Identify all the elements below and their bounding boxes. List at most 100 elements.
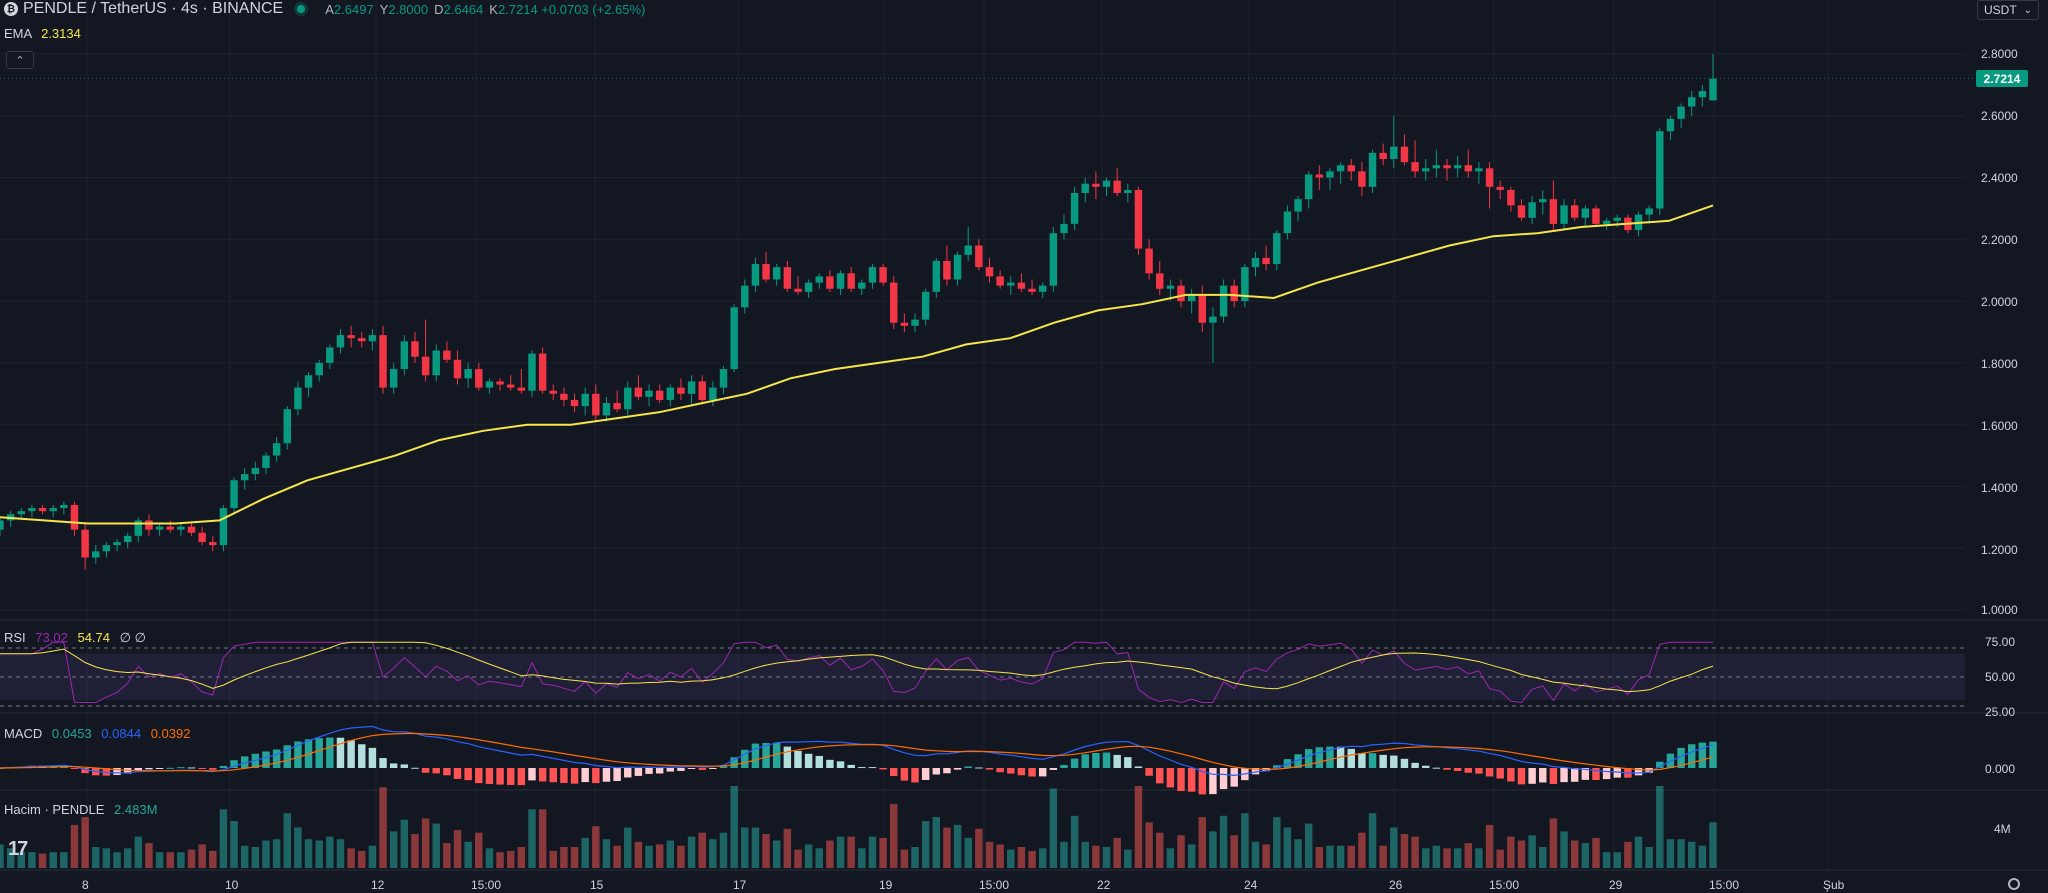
collapse-legend-button[interactable]: ⌃	[6, 51, 34, 69]
volume-bar	[581, 837, 589, 868]
price-axis-label: 1.4000	[1981, 481, 2018, 495]
currency-selector[interactable]: USDT ⌄	[1977, 0, 2039, 20]
macd-histogram-bar	[783, 746, 792, 768]
candle-body	[1581, 208, 1590, 218]
volume-bar	[985, 841, 994, 868]
macd-histogram-bar	[368, 747, 377, 768]
candle-body	[1432, 165, 1441, 169]
volume-bar	[485, 848, 494, 868]
macd-histogram-bar	[1102, 752, 1111, 768]
macd-histogram-bar	[709, 768, 717, 769]
macd-histogram-bar	[262, 751, 270, 768]
macd-legend[interactable]: MACD 0.0453 0.0844 0.0392	[4, 726, 190, 741]
candle-body	[60, 504, 68, 509]
macd-histogram-bar	[1177, 768, 1185, 792]
candle-body	[315, 362, 323, 376]
candle-body	[762, 264, 770, 280]
candle-body	[1060, 223, 1068, 234]
macd-histogram-value: 0.0453	[51, 726, 92, 741]
candle-body	[368, 335, 377, 342]
volume-bar	[634, 841, 643, 868]
macd-histogram-bar	[145, 768, 153, 770]
price-axis-label: 2.4000	[1981, 171, 2018, 185]
volume-axis-label: 4M	[1994, 822, 2011, 836]
macd-histogram-bar	[453, 768, 462, 779]
volume-bar	[1528, 835, 1536, 868]
volume-bar	[858, 848, 866, 868]
macd-histogram-bar	[400, 764, 409, 768]
volume-bar	[1102, 847, 1111, 868]
volume-bar	[464, 841, 472, 868]
volume-bar	[145, 843, 153, 868]
volume-bar	[1028, 850, 1036, 868]
candle-body	[879, 267, 887, 283]
macd-axis-label: 0.000	[1985, 762, 2016, 776]
macd-histogram-bar	[209, 768, 217, 770]
volume-bar	[953, 824, 962, 868]
macd-histogram-bar	[698, 768, 706, 770]
settings-icon[interactable]	[2008, 878, 2020, 890]
volume-bar	[400, 819, 409, 868]
macd-histogram-bar	[113, 768, 121, 776]
candle-body	[1411, 162, 1419, 172]
tradingview-logo[interactable]: 17	[8, 838, 28, 860]
candle-body	[826, 276, 834, 289]
candle-body	[379, 335, 387, 388]
volume-bar	[677, 845, 685, 868]
macd-histogram-bar	[655, 768, 664, 774]
macd-histogram-bar	[624, 768, 632, 778]
macd-histogram-bar	[1379, 754, 1387, 768]
candle-body	[1613, 217, 1621, 221]
candle-body	[1496, 186, 1504, 190]
macd-histogram-bar	[911, 768, 919, 783]
candle-body	[549, 390, 557, 394]
rsi-label: RSI	[4, 630, 26, 645]
macd-histogram-bar	[1528, 768, 1536, 784]
ema-legend[interactable]: EMA 2.3134	[4, 26, 81, 41]
volume-bar	[719, 832, 728, 868]
macd-histogram-bar	[581, 768, 589, 783]
candle-body	[1443, 165, 1451, 169]
macd-histogram-bar	[985, 768, 994, 770]
candle-body	[155, 526, 164, 530]
candle-body	[953, 254, 962, 280]
coin-icon: ₿	[4, 2, 18, 16]
volume-bar	[432, 823, 440, 868]
volume-bar	[592, 826, 600, 868]
ema-value: 2.3134	[41, 26, 81, 41]
volume-bar	[836, 836, 845, 868]
volume-bar	[655, 844, 664, 868]
candle-body	[996, 276, 1004, 286]
price-axis-label: 2.2000	[1981, 233, 2018, 247]
candle-body	[1283, 211, 1292, 234]
candle-body	[1113, 180, 1121, 193]
macd-histogram-bar	[1124, 757, 1132, 768]
candle-body	[1507, 189, 1515, 206]
macd-histogram-bar	[1070, 758, 1079, 768]
volume-bar	[1209, 831, 1217, 868]
candle-body	[1294, 199, 1302, 212]
candle-body	[1549, 199, 1558, 224]
candle-body	[1422, 168, 1430, 172]
candle-body	[730, 307, 738, 370]
volume-bar	[1634, 836, 1643, 868]
volume-bar	[421, 818, 430, 868]
candle-body	[1017, 282, 1026, 289]
candle-body	[783, 267, 792, 289]
close-label: K	[489, 1, 498, 17]
current-price-tag: 2.7214	[1976, 70, 2028, 87]
time-axis-label: 15:00	[979, 878, 1010, 892]
time-axis-label: 15	[590, 878, 604, 892]
candle-body	[421, 356, 430, 376]
rsi-extra-value: ∅ ∅	[119, 630, 146, 645]
volume-legend[interactable]: Hacim · PENDLE 2.483M	[4, 802, 157, 817]
volume-bar	[155, 852, 164, 868]
volume-bar	[1379, 845, 1387, 868]
symbol-title[interactable]: PENDLE / TetherUS · 4s · BINANCE	[23, 0, 284, 17]
macd-histogram-bar	[1570, 768, 1579, 782]
macd-histogram-bar	[953, 768, 962, 770]
rsi-legend[interactable]: RSI 73.02 54.74 ∅ ∅	[4, 630, 146, 646]
volume-bar	[304, 839, 313, 868]
volume-bar	[123, 848, 132, 868]
